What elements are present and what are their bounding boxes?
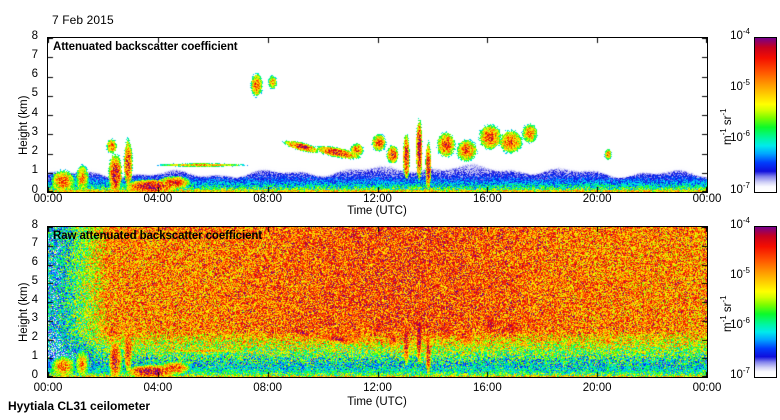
x-tick-label: 00:00 (33, 193, 63, 205)
y-tick-label: 5 (31, 87, 38, 100)
y-tick-label: 3 (31, 312, 38, 325)
y-tick-label: 2 (31, 145, 38, 157)
unit-m-exp: -1 (719, 315, 729, 323)
colorbar-tick-exponent: -4 (742, 215, 750, 225)
colorbar-tick-base: 10 (730, 183, 743, 196)
x-tick-label: 12:00 (363, 382, 392, 394)
colorbar-tick-exponent: -6 (742, 129, 750, 139)
colorbar-tick-exponent: -7 (742, 365, 750, 375)
colorbar-tick-label: 10-4 (710, 215, 750, 231)
x-tick-label: 00:00 (692, 193, 722, 205)
x-tick-label: 20:00 (582, 382, 612, 394)
colorbar-tick-base: 10 (730, 368, 743, 381)
colorbar-tick-label: 10-4 (710, 26, 750, 42)
x-tick-label: 16:00 (472, 382, 502, 394)
colorbar-panel1[interactable] (754, 37, 777, 193)
x-tick-label: 04:00 (143, 382, 173, 394)
heatmap-attenuated-backscatter[interactable] (48, 38, 707, 192)
y-tick-label: 5 (31, 274, 38, 287)
unit-m: m (722, 135, 734, 145)
colorbar-unit-panel1: m-1 sr-1 (719, 108, 734, 145)
unit-m: m (722, 322, 734, 332)
unit-sr-exp: -1 (719, 108, 729, 116)
y-tick-label: 4 (31, 293, 38, 306)
unit-m-exp: -1 (719, 128, 729, 136)
colorbar-tick-label: 10-6 (710, 315, 750, 331)
panel-plot-attenuated-backscatter[interactable] (47, 37, 708, 193)
colorbar-tick-label: 10-7 (710, 365, 750, 381)
colorbar-tick-exponent: -7 (742, 180, 750, 190)
colorbar-tick-base: 10 (730, 132, 743, 145)
x-tick-label: 16:00 (472, 193, 502, 205)
colorbar-tick-exponent: -5 (742, 78, 750, 87)
x-axis-label-panel2: Time (UTC) (347, 396, 407, 408)
heatmap-raw-backscatter[interactable] (48, 227, 707, 377)
x-axis-label-panel1: Time (UTC) (347, 205, 407, 217)
x-tick-label: 00:00 (33, 382, 63, 394)
x-tick-label: 12:00 (363, 193, 392, 205)
y-tick-label: 8 (31, 29, 38, 42)
y-tick-label: 0 (31, 183, 38, 196)
y-tick-label: 4 (31, 106, 38, 119)
y-tick-label: 0 (31, 368, 38, 381)
y-tick-label: 1 (31, 164, 38, 177)
y-tick-label: 2 (31, 331, 38, 343)
colorbar-tick-base: 10 (730, 80, 743, 93)
colorbar-tick-base: 10 (730, 29, 743, 42)
unit-sr: sr (722, 115, 734, 129)
colorbar-unit-panel2: m-1 sr-1 (719, 295, 734, 332)
y-tick-label: 8 (31, 218, 38, 231)
x-tick-label: 08:00 (253, 193, 283, 205)
colorbar-tick-exponent: -6 (742, 315, 750, 325)
x-tick-label: 20:00 (582, 193, 612, 205)
unit-sr-exp: -1 (719, 295, 729, 303)
colorbar-tick-label: 10-7 (710, 180, 750, 196)
y-tick-label: 6 (31, 68, 38, 80)
colorbar-tick-base: 10 (730, 218, 743, 231)
colorbar-tick-label: 10-5 (710, 265, 750, 281)
y-tick-label: 3 (31, 125, 38, 138)
x-tick-label: 08:00 (253, 382, 283, 394)
colorbar-panel2[interactable] (754, 226, 777, 378)
y-tick-label: 6 (31, 256, 38, 268)
date-label: 7 Feb 2015 (52, 13, 114, 27)
panel-title-attenuated: Attenuated backscatter coefficient (53, 41, 238, 53)
figure-footer-caption: Hyytiala CL31 ceilometer (8, 399, 151, 413)
unit-sr: sr (722, 302, 734, 316)
colorbar-tick-label: 10-6 (710, 129, 750, 145)
panel-title-raw: Raw attenuated backscatter coefficient (53, 230, 263, 242)
x-tick-label: 00:00 (692, 382, 722, 394)
y-tick-label: 7 (31, 48, 38, 61)
x-tick-label: 04:00 (143, 193, 173, 205)
colorbar-tick-exponent: -4 (742, 26, 750, 36)
y-tick-label: 1 (31, 349, 38, 362)
panel-plot-raw-backscatter[interactable] (47, 226, 708, 378)
colorbar-tick-exponent: -5 (742, 265, 750, 275)
colorbar-tick-base: 10 (730, 268, 743, 281)
colorbar-tick-base: 10 (730, 318, 743, 331)
colorbar-tick-label: 10-5 (710, 78, 750, 93)
y-tick-label: 7 (31, 237, 38, 250)
